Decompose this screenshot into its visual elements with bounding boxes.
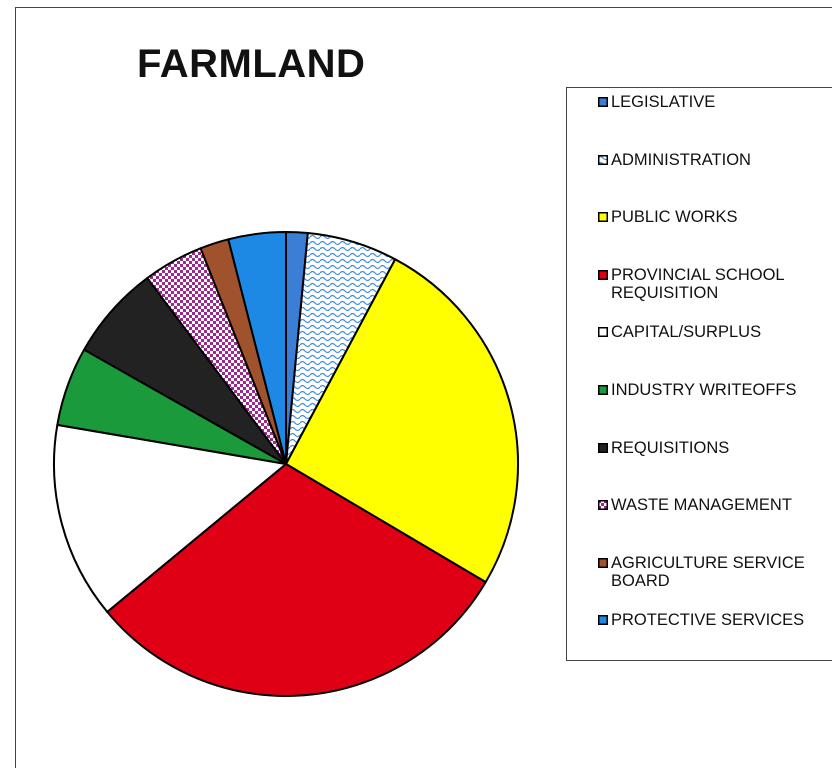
- legend-swatch: [598, 269, 608, 280]
- legend-swatch-box: [598, 97, 608, 107]
- legend-swatch: [598, 442, 608, 453]
- legend-swatch: [598, 97, 608, 107]
- legend-swatch: [598, 500, 608, 511]
- legend-swatch-box: [598, 442, 608, 453]
- chart-title: FARMLAND: [137, 42, 366, 86]
- legend-label: REQUISITIONS: [611, 438, 730, 457]
- legend-swatch: [598, 615, 608, 626]
- legend-item: REQUISITIONS: [598, 439, 823, 457]
- legend-label: LEGISLATIVE: [611, 93, 716, 111]
- legend-swatch: [598, 557, 608, 568]
- legend-swatch: [598, 212, 608, 223]
- legend-swatch-box: [598, 385, 608, 395]
- pie-slice: [227, 231, 287, 465]
- legend-item: ADMINISTRATION: [598, 151, 823, 169]
- legend-label: PUBLIC WORKS: [611, 208, 738, 227]
- legend-swatch-box: [598, 269, 608, 280]
- legend-swatch-box: [598, 615, 608, 626]
- pie-slice: [106, 463, 487, 697]
- legend-item: AGRICULTURE SERVICE BOARD: [598, 554, 823, 590]
- legend-swatch-box: [598, 154, 608, 165]
- legend-item: PROTECTIVE SERVICES: [598, 611, 823, 629]
- legend-swatch-box: [598, 500, 608, 511]
- legend-swatch: [598, 154, 608, 165]
- legend-label: AGRICULTURE SERVICE BOARD: [611, 553, 805, 590]
- legend-label: PROTECTIVE SERVICES: [611, 611, 805, 630]
- legend-label: INDUSTRY WRITEOFFS: [611, 381, 797, 399]
- legend-item: CAPITAL/SURPLUS: [598, 323, 823, 341]
- pie-slice: [53, 423, 287, 613]
- legend-item: PUBLIC WORKS: [598, 208, 823, 226]
- legend-swatch: [598, 327, 608, 338]
- legend-swatch-box: [598, 327, 608, 338]
- frame: [15, 7, 832, 768]
- legend-swatch: [598, 385, 608, 395]
- legend-item: PROVINCIAL SCHOOL REQUISITION: [598, 266, 823, 302]
- pie-slice: [285, 258, 519, 584]
- legend-swatch-box: [598, 557, 608, 568]
- legend-label: WASTE MANAGEMENT: [611, 496, 792, 515]
- legend-item: LEGISLATIVE: [598, 93, 823, 111]
- legend-label: CAPITAL/SURPLUS: [611, 323, 762, 342]
- legend-item: WASTE MANAGEMENT: [598, 496, 823, 514]
- legend-swatch-box: [598, 212, 608, 223]
- legend-label: ADMINISTRATION: [611, 150, 751, 169]
- legend-label: PROVINCIAL SCHOOL REQUISITION: [611, 265, 784, 302]
- legend-item: INDUSTRY WRITEOFFS: [598, 381, 823, 399]
- legend: LEGISLATIVE ADMINISTRATION PUBLIC WORKS PRO…: [566, 87, 832, 661]
